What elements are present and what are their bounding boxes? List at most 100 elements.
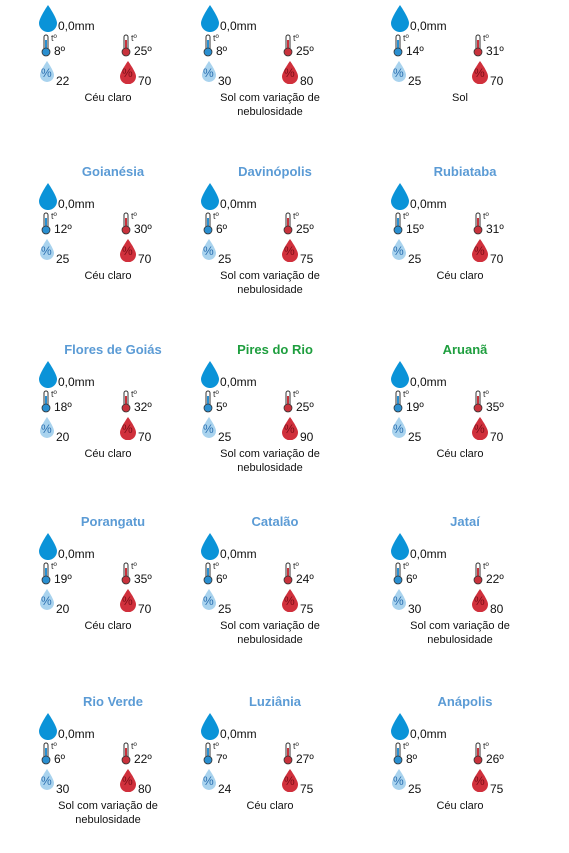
temp-symbol: tº	[403, 741, 409, 751]
city-name: Anápolis	[437, 694, 493, 709]
thermometer-max-icon	[121, 742, 131, 765]
humidity-max-icon	[120, 417, 136, 440]
max-temperature: 31º	[486, 44, 504, 58]
temp-symbol: tº	[51, 389, 57, 399]
condition: Sol com variação de nebulosidade	[58, 800, 158, 826]
humidity-symbol: %	[474, 774, 485, 788]
rain-amount: 0,0mm	[410, 547, 447, 561]
max-temperature: 32º	[134, 400, 152, 414]
humidity-min-icon	[40, 417, 54, 438]
rain-amount: 0,0mm	[220, 197, 257, 211]
temp-symbol: tº	[51, 561, 57, 571]
max-humidity: 80	[490, 602, 504, 616]
min-temperature: 15º	[406, 222, 424, 236]
humidity-max-icon	[282, 769, 298, 792]
rain-drop-icon	[39, 533, 57, 560]
condition: Sol com variação de nebulosidade	[220, 92, 320, 118]
min-temperature: 5º	[216, 400, 228, 414]
humidity-max-icon	[120, 589, 136, 612]
humidity-max-icon	[120, 239, 136, 262]
min-temperature: 18º	[54, 400, 72, 414]
city-name: Davinópolis	[238, 164, 312, 179]
min-humidity: 25	[218, 602, 232, 616]
thermometer-max-icon	[121, 212, 131, 235]
temp-symbol: tº	[403, 561, 409, 571]
humidity-min-icon	[40, 61, 54, 82]
max-humidity: 90	[300, 430, 314, 444]
rain-amount: 0,0mm	[58, 19, 95, 33]
rain-drop-icon	[201, 5, 219, 32]
humidity-max-icon	[120, 61, 136, 84]
min-humidity: 25	[408, 782, 422, 796]
condition: Sol com variação de nebulosidade	[410, 620, 510, 646]
max-temperature: 26º	[486, 752, 504, 766]
temp-symbol: tº	[131, 561, 137, 571]
max-temperature: 30º	[134, 222, 152, 236]
max-humidity: 75	[300, 782, 314, 796]
humidity-min-icon	[40, 769, 54, 790]
min-humidity: 30	[218, 74, 232, 88]
rain-drop-icon	[39, 361, 57, 388]
min-temperature: 8º	[406, 752, 418, 766]
temp-symbol: tº	[483, 741, 489, 751]
rain-amount: 0,0mm	[58, 547, 95, 561]
humidity-symbol: %	[122, 244, 133, 258]
max-humidity: 80	[138, 782, 152, 796]
rain-drop-icon	[391, 533, 409, 560]
rain-amount: 0,0mm	[410, 727, 447, 741]
thermometer-min-icon	[393, 562, 403, 585]
thermometer-min-icon	[203, 212, 213, 235]
humidity-min-icon	[392, 589, 406, 610]
temp-symbol: tº	[131, 389, 137, 399]
humidity-symbol: %	[284, 244, 295, 258]
humidity-max-icon	[472, 239, 488, 262]
thermometer-min-icon	[203, 562, 213, 585]
rain-amount: 0,0mm	[220, 19, 257, 33]
thermometer-max-icon	[473, 562, 483, 585]
humidity-symbol: %	[393, 66, 404, 80]
rain-drop-icon	[201, 361, 219, 388]
humidity-max-icon	[282, 239, 298, 262]
max-humidity: 70	[138, 74, 152, 88]
humidity-symbol: %	[203, 422, 214, 436]
humidity-min-icon	[392, 61, 406, 82]
min-humidity: 25	[408, 252, 422, 266]
temp-symbol: tº	[51, 33, 57, 43]
max-temperature: 25º	[296, 222, 314, 236]
max-temperature: 35º	[134, 572, 152, 586]
rain-drop-icon	[391, 361, 409, 388]
min-temperature: 7º	[216, 752, 228, 766]
min-humidity: 25	[218, 430, 232, 444]
city-name: Luziânia	[248, 694, 301, 709]
temp-symbol: tº	[213, 561, 219, 571]
temp-symbol: tº	[403, 389, 409, 399]
thermometer-max-icon	[473, 390, 483, 413]
humidity-symbol: %	[284, 66, 295, 80]
max-humidity: 70	[138, 430, 152, 444]
thermometer-max-icon	[283, 742, 293, 765]
city-name: Pires do Rio	[237, 342, 313, 357]
humidity-min-icon	[392, 769, 406, 790]
temp-symbol: tº	[483, 389, 489, 399]
rain-drop-icon	[391, 5, 409, 32]
thermometer-max-icon	[283, 562, 293, 585]
min-temperature: 19º	[54, 572, 72, 586]
max-temperature: 27º	[296, 752, 314, 766]
thermometer-min-icon	[393, 34, 403, 57]
temp-symbol: tº	[483, 211, 489, 221]
max-temperature: 35º	[486, 400, 504, 414]
humidity-min-icon	[202, 589, 216, 610]
humidity-symbol: %	[203, 66, 214, 80]
temp-symbol: tº	[403, 211, 409, 221]
max-temperature: 25º	[134, 44, 152, 58]
city-name: Flores de Goiás	[64, 342, 162, 357]
humidity-min-icon	[392, 239, 406, 260]
humidity-symbol: %	[474, 422, 485, 436]
max-temperature: 31º	[486, 222, 504, 236]
min-humidity: 25	[218, 252, 232, 266]
min-humidity: 25	[408, 74, 422, 88]
humidity-min-icon	[202, 61, 216, 82]
min-temperature: 6º	[216, 222, 228, 236]
max-humidity: 70	[490, 252, 504, 266]
max-temperature: 22º	[486, 572, 504, 586]
